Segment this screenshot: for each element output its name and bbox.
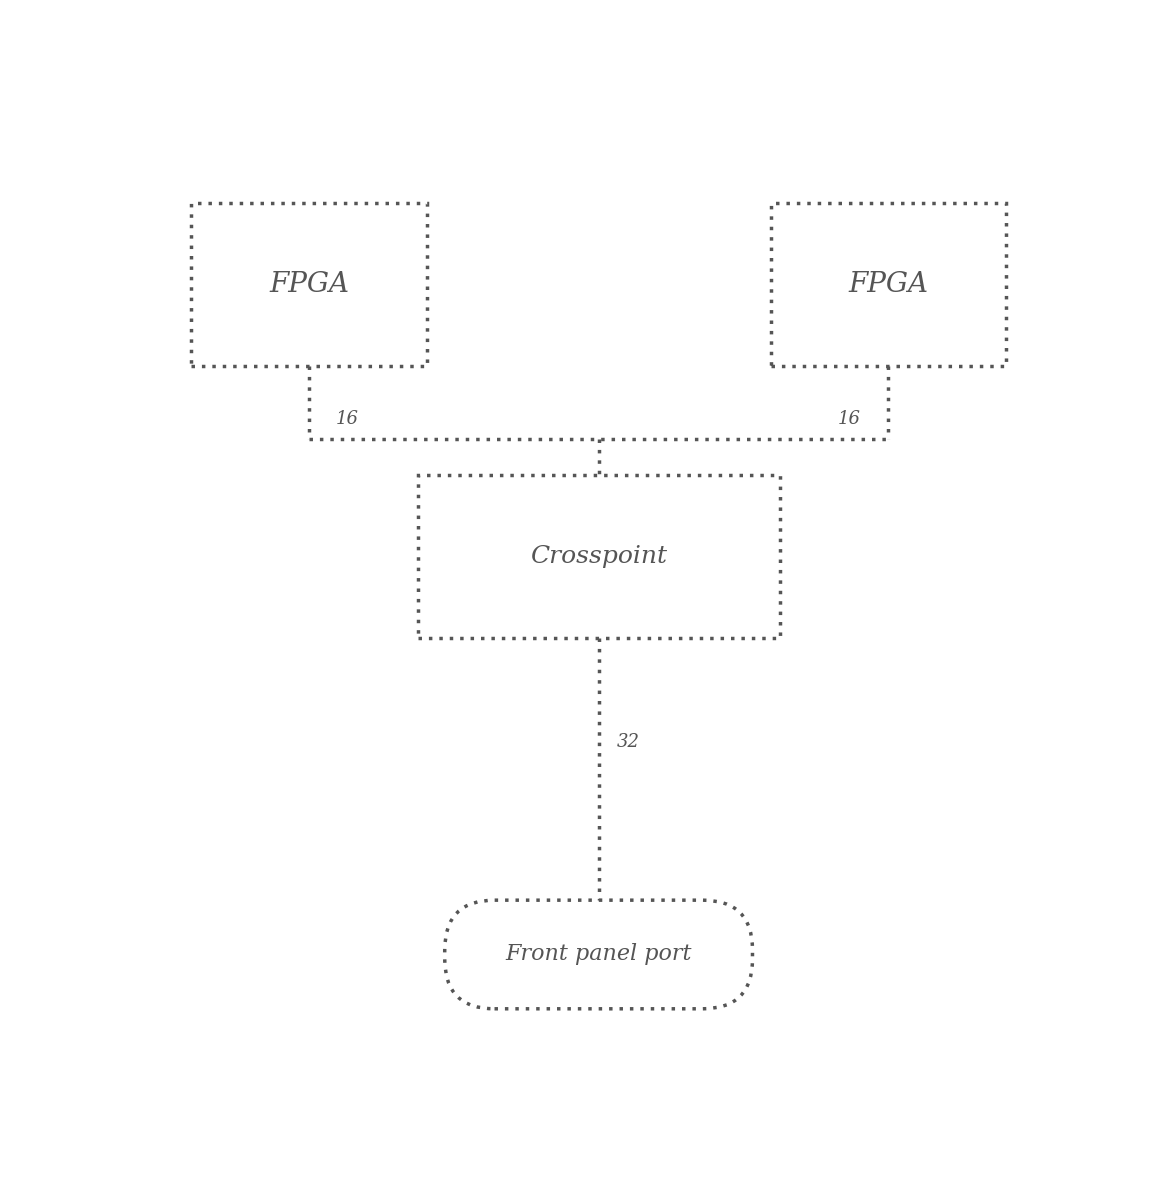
Text: 16: 16 — [839, 410, 861, 428]
Text: FPGA: FPGA — [848, 272, 929, 298]
Text: Crosspoint: Crosspoint — [530, 544, 667, 568]
Text: Front panel port: Front panel port — [506, 943, 691, 966]
Text: 16: 16 — [336, 410, 359, 428]
Text: FPGA: FPGA — [269, 272, 349, 298]
Text: 32: 32 — [617, 732, 640, 750]
